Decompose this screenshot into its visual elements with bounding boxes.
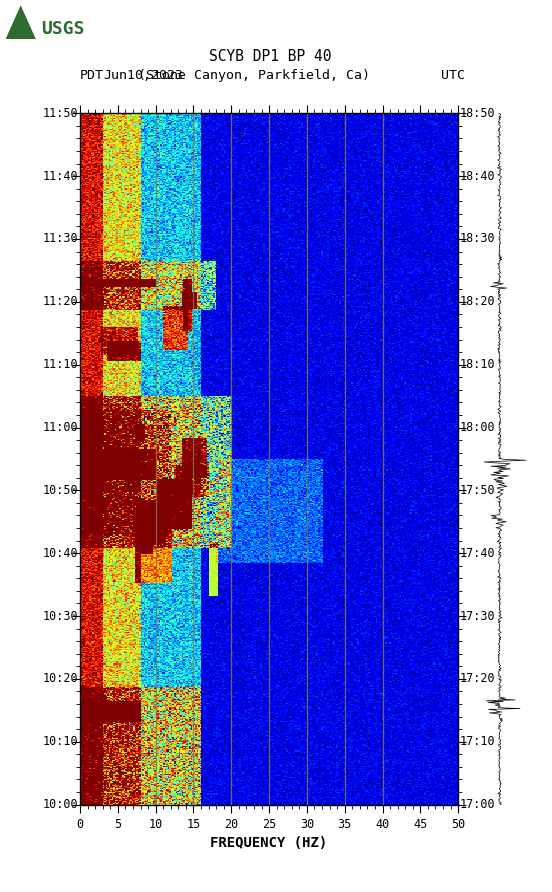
Text: SCYB DP1 BP 40: SCYB DP1 BP 40 bbox=[209, 49, 332, 63]
Text: 17:30: 17:30 bbox=[460, 609, 496, 623]
Text: Jun10,2023: Jun10,2023 bbox=[104, 70, 183, 82]
Text: 11:40: 11:40 bbox=[43, 169, 78, 183]
Text: 18:30: 18:30 bbox=[460, 233, 496, 245]
Text: 18:10: 18:10 bbox=[460, 359, 496, 371]
Text: (Stone Canyon, Parkfield, Ca): (Stone Canyon, Parkfield, Ca) bbox=[138, 70, 370, 82]
Text: 10:50: 10:50 bbox=[43, 483, 78, 497]
Text: 11:10: 11:10 bbox=[43, 359, 78, 371]
Text: 10:30: 10:30 bbox=[43, 609, 78, 623]
Text: 11:20: 11:20 bbox=[43, 295, 78, 309]
Text: 10:20: 10:20 bbox=[43, 673, 78, 685]
Text: 17:10: 17:10 bbox=[460, 735, 496, 748]
Text: 17:20: 17:20 bbox=[460, 673, 496, 685]
Text: 10:40: 10:40 bbox=[43, 547, 78, 559]
Text: 17:00: 17:00 bbox=[460, 798, 496, 811]
Text: 10:00: 10:00 bbox=[43, 798, 78, 811]
Text: 18:40: 18:40 bbox=[460, 169, 496, 183]
Text: PDT: PDT bbox=[80, 70, 104, 82]
Text: 17:50: 17:50 bbox=[460, 483, 496, 497]
Text: 18:50: 18:50 bbox=[460, 107, 496, 120]
Polygon shape bbox=[6, 5, 36, 39]
Text: 11:50: 11:50 bbox=[43, 107, 78, 120]
Text: UTC: UTC bbox=[440, 70, 465, 82]
X-axis label: FREQUENCY (HZ): FREQUENCY (HZ) bbox=[210, 837, 328, 850]
Text: 10:10: 10:10 bbox=[43, 735, 78, 748]
Text: 17:40: 17:40 bbox=[460, 547, 496, 559]
Text: 11:30: 11:30 bbox=[43, 233, 78, 245]
Text: USGS: USGS bbox=[41, 20, 85, 37]
Text: 18:20: 18:20 bbox=[460, 295, 496, 309]
Text: 11:00: 11:00 bbox=[43, 421, 78, 434]
Text: 18:00: 18:00 bbox=[460, 421, 496, 434]
